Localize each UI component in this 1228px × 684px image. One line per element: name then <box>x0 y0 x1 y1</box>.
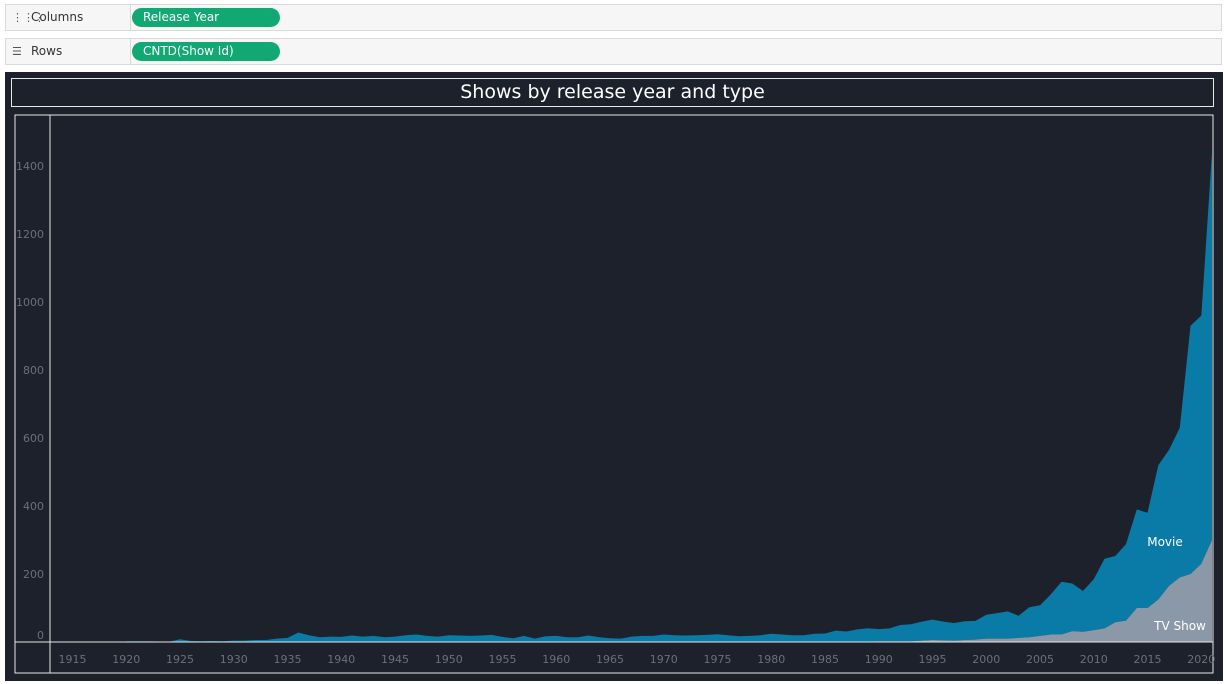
y-tick-label-400: 400 <box>23 500 44 513</box>
x-tick-label-1985: 1985 <box>811 653 839 666</box>
chart-title: Shows by release year and type <box>11 78 1214 107</box>
y-tick-label-1000: 1000 <box>16 296 44 309</box>
x-tick-label-1915: 1915 <box>59 653 87 666</box>
x-tick-label-1995: 1995 <box>919 653 947 666</box>
plot-frame <box>14 114 1214 674</box>
columns-shelf[interactable]: ⋮⋮⋮ Columns Release Year <box>5 4 1222 31</box>
x-tick-label-2020: 2020 <box>1187 653 1215 666</box>
series-label-tv-show: TV Show <box>1153 619 1206 633</box>
x-tick-label-1940: 1940 <box>327 653 355 666</box>
y-tick-label-1400: 1400 <box>16 160 44 173</box>
area-chart[interactable]: 0 200 400 600 800 1000 1200 1400 1915 1920 1925 193… <box>5 72 1223 681</box>
x-tick-label-1925: 1925 <box>166 653 194 666</box>
x-tick-label-1970: 1970 <box>650 653 678 666</box>
y-tick-label-1200: 1200 <box>16 228 44 241</box>
x-tick-label-1945: 1945 <box>381 653 409 666</box>
rows-icon: ☰ <box>12 45 22 58</box>
movie-area <box>126 152 1212 642</box>
x-tick-label-2010: 2010 <box>1080 653 1108 666</box>
tv-show-area <box>126 540 1212 642</box>
x-tick-label-1975: 1975 <box>704 653 732 666</box>
x-tick-label-1955: 1955 <box>489 653 517 666</box>
x-tick-label-1965: 1965 <box>596 653 624 666</box>
y-tick-label-200: 200 <box>23 568 44 581</box>
x-tick-label-1950: 1950 <box>435 653 463 666</box>
x-tick-label-1920: 1920 <box>112 653 140 666</box>
cntd-show-id-pill[interactable]: CNTD(Show Id) <box>132 42 280 61</box>
rows-shelf-label: ☰ Rows <box>6 39 131 64</box>
y-tick-label-600: 600 <box>23 432 44 445</box>
y-tick-label-800: 800 <box>23 364 44 377</box>
x-tick-label-1960: 1960 <box>542 653 570 666</box>
x-tick-label-1980: 1980 <box>757 653 785 666</box>
top-strip <box>0 0 1228 3</box>
x-tick-label-1935: 1935 <box>274 653 302 666</box>
y-tick-label-0: 0 <box>37 629 44 642</box>
x-tick-label-2005: 2005 <box>1026 653 1054 666</box>
chart-panel: Shows by release year and type 0 200 400 60… <box>5 72 1223 681</box>
release-year-pill[interactable]: Release Year <box>132 8 280 27</box>
x-tick-label-1930: 1930 <box>220 653 248 666</box>
x-tick-label-2015: 2015 <box>1134 653 1162 666</box>
x-tick-label-1990: 1990 <box>865 653 893 666</box>
series-label-movie: Movie <box>1147 535 1183 549</box>
x-tick-label-2000: 2000 <box>972 653 1000 666</box>
columns-icon: ⋮⋮⋮ <box>12 11 45 24</box>
columns-shelf-label: ⋮⋮⋮ Columns <box>6 5 131 30</box>
rows-shelf[interactable]: ☰ Rows CNTD(Show Id) <box>5 38 1222 65</box>
